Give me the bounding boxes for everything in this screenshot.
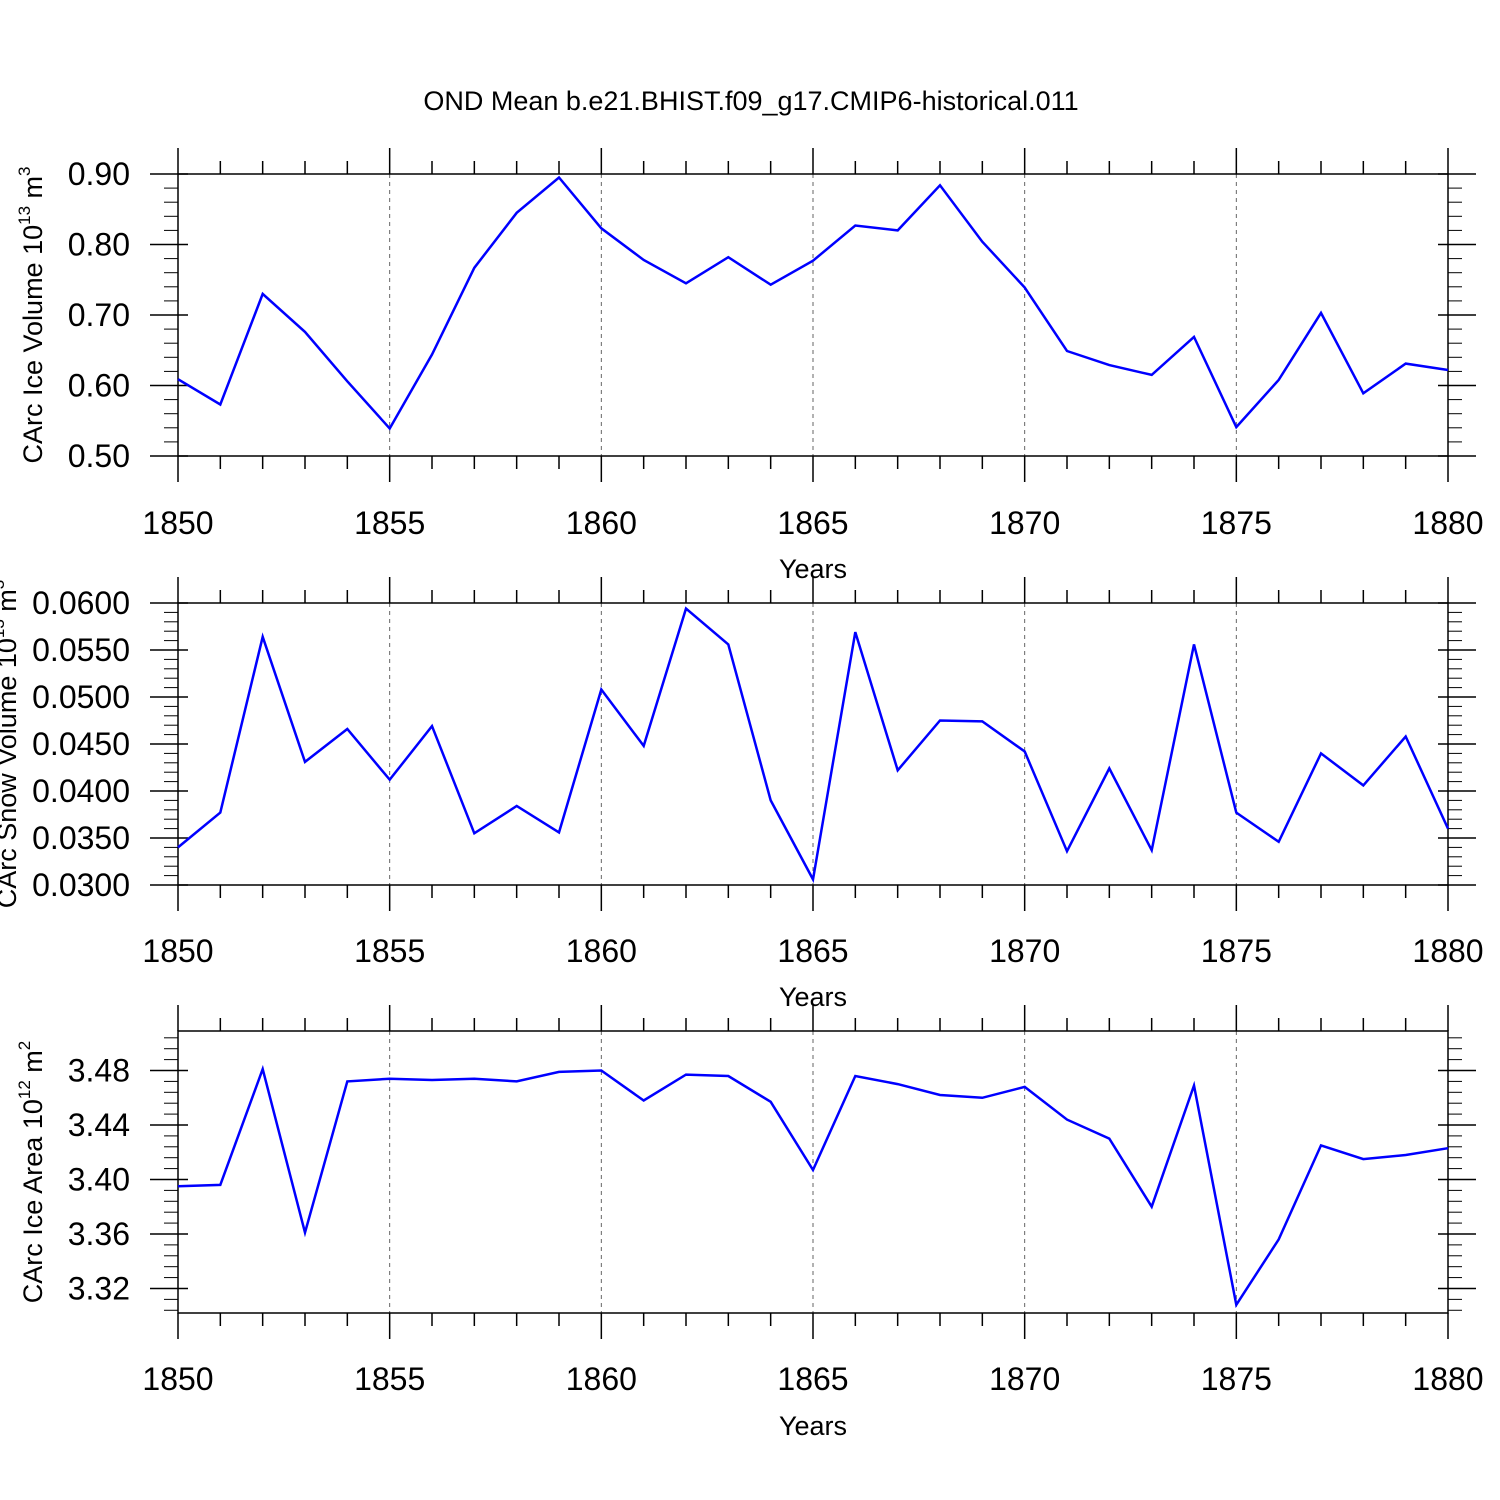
x-tick-label: 1860 (566, 1361, 637, 1397)
y-tick-label: 0.0400 (32, 773, 130, 809)
y-axis-title-text: CArc Ice Area 10 (18, 1099, 48, 1303)
x-tick-label: 1860 (566, 933, 637, 969)
x-axis-title: Years (779, 1411, 847, 1441)
y-axis-title-text: CArc Ice Volume 10 (18, 225, 48, 464)
x-tick-label: 1855 (354, 505, 425, 541)
x-tick-label: 1875 (1201, 933, 1272, 969)
x-tick-label: 1860 (566, 505, 637, 541)
x-tick-label: 1880 (1412, 1361, 1483, 1397)
x-tick-label: 1855 (354, 933, 425, 969)
panel-2: 0.0300 0.0350 0.0400 0.0450 0.0500 0.0550 0.06… (0, 577, 1484, 1012)
y-axis-title-unit: m (0, 589, 22, 619)
y-tick-label: 3.40 (68, 1161, 130, 1197)
y-axis-title-text: CArc Snow Volume 10 (0, 638, 22, 908)
y-tick-label: 3.32 (68, 1270, 130, 1306)
panel-3: 3.32 3.36 3.40 3.44 3.48 1850 1855 1860 1865 1870… (15, 1005, 1484, 1441)
y-axis-title: CArc Ice Area 1012 m2 (15, 1041, 48, 1304)
y-axis-title-exponent: 13 (15, 206, 34, 225)
series-line (177, 1064, 1449, 1309)
y-tick-label: 3.48 (68, 1053, 130, 1089)
x-tick-label: 1880 (1412, 933, 1483, 969)
y-tick-label: 0.0450 (32, 726, 130, 762)
y-tick-label: 0.50 (68, 438, 130, 474)
y-tick-label: 0.60 (68, 368, 130, 404)
y-tick-label: 0.80 (68, 227, 130, 263)
y-axis-title-exponent: 13 (0, 619, 8, 638)
panel-1: 0.50 0.60 0.70 0.80 0.90 1850 1855 1860 1865 1870… (15, 148, 1484, 584)
y-axis-title-unit-exponent: 3 (15, 166, 34, 175)
series-line (177, 606, 1450, 884)
x-tick-label: 1870 (989, 505, 1060, 541)
x-tick-label: 1850 (142, 1361, 213, 1397)
x-tick-label: 1850 (142, 933, 213, 969)
x-tick-label: 1875 (1201, 1361, 1272, 1397)
x-tick-label: 1855 (354, 1361, 425, 1397)
y-tick-label: 3.44 (68, 1107, 130, 1143)
y-tick-label: 0.0600 (32, 585, 130, 621)
y-tick-label: 0.0500 (32, 679, 130, 715)
x-tick-label: 1865 (777, 1361, 848, 1397)
x-tick-label: 1850 (142, 505, 213, 541)
y-axis-title: CArc Snow Volume 1013 m3 (0, 580, 22, 909)
y-axis-title-unit: m (18, 1050, 48, 1080)
chart-title: OND Mean b.e21.BHIST.f09_g17.CMIP6-histo… (423, 86, 1078, 116)
x-tick-label: 1865 (777, 505, 848, 541)
x-tick-label: 1870 (989, 1361, 1060, 1397)
x-tick-label: 1865 (777, 933, 848, 969)
x-tick-label: 1870 (989, 933, 1060, 969)
y-tick-label: 0.90 (68, 156, 130, 192)
y-axis-title-unit-exponent: 2 (15, 1041, 34, 1050)
y-axis-title-unit-exponent: 3 (0, 580, 8, 589)
series-line (177, 175, 1449, 431)
y-tick-label: 0.0550 (32, 632, 130, 668)
x-tick-label: 1880 (1412, 505, 1483, 541)
y-tick-label: 0.0300 (32, 867, 130, 903)
x-tick-label: 1875 (1201, 505, 1272, 541)
y-tick-label: 0.70 (68, 297, 130, 333)
y-axis-title-unit: m (18, 176, 48, 206)
y-tick-label: 0.0350 (32, 820, 130, 856)
y-tick-label: 3.36 (68, 1216, 130, 1252)
y-axis-title-exponent: 12 (15, 1080, 34, 1099)
y-axis-title: CArc Ice Volume 1013 m3 (15, 166, 48, 463)
